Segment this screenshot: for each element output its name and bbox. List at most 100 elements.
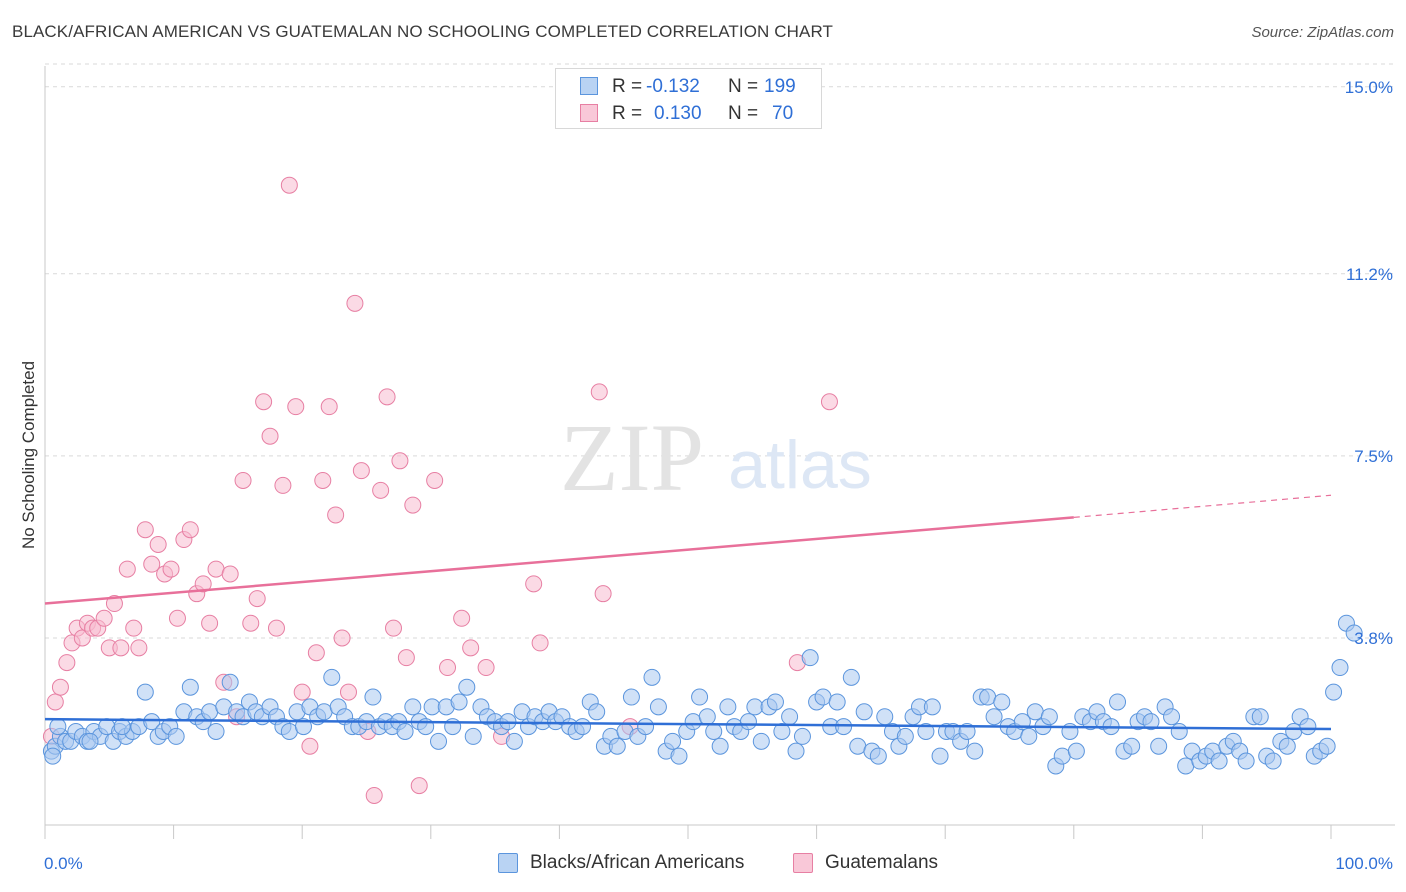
series-label: Guatemalans <box>825 852 939 873</box>
guatemalan-point <box>58 654 76 672</box>
black-point <box>849 737 867 755</box>
black-point <box>181 678 199 696</box>
guatemalan-point <box>125 619 143 637</box>
blue-swatch <box>580 77 598 95</box>
black-point <box>993 693 1011 711</box>
blue-swatch <box>498 853 518 873</box>
black-point <box>221 673 239 691</box>
black-point <box>1285 722 1303 740</box>
black-point <box>684 713 702 731</box>
black-point <box>1053 747 1071 765</box>
guatemalan-point <box>242 614 260 632</box>
black-point <box>1040 708 1058 726</box>
black-point <box>739 713 757 731</box>
black-point <box>622 688 640 706</box>
guatemalan-point <box>201 614 219 632</box>
guatemalan-point <box>255 393 273 411</box>
guatemalan-point <box>339 683 357 701</box>
black-point <box>1264 752 1282 770</box>
axes <box>44 66 1395 839</box>
guatemalan-point <box>391 452 409 470</box>
guatemalan-point <box>162 560 180 578</box>
legend-n-value: 199 <box>764 76 796 97</box>
black-point <box>1109 693 1127 711</box>
guatemalan-point <box>385 619 403 637</box>
black-point <box>1150 737 1168 755</box>
guatemalan-point <box>333 629 351 647</box>
legend-n-value: 70 <box>772 103 794 124</box>
black-point <box>814 688 832 706</box>
guatemalan-point <box>327 506 345 524</box>
guatemalans-points <box>42 176 838 804</box>
guatemalan-point <box>301 737 319 755</box>
black-point <box>1026 703 1044 721</box>
x-tick-label: 100.0% <box>1335 854 1393 873</box>
guatemalan-point <box>477 659 495 677</box>
black-point <box>444 718 462 736</box>
black-point <box>201 703 219 721</box>
black-point <box>917 722 935 740</box>
black-point <box>637 718 655 736</box>
guatemalan-point <box>280 176 298 194</box>
tick-labels: 3.8% 7.5% 11.2% 15.0% 0.0% 100.0% <box>44 78 1393 873</box>
black-point <box>404 698 422 716</box>
y-tick-label: 3.8% <box>1354 629 1393 648</box>
guatemalan-point <box>168 609 186 627</box>
y-tick-label: 15.0% <box>1345 78 1393 97</box>
y-tick-label: 7.5% <box>1354 447 1393 466</box>
y-tick-label: 11.2% <box>1346 265 1393 284</box>
legend-r-value: 0.130 <box>654 103 702 124</box>
black-point <box>787 742 805 760</box>
guatemalans-trend-line <box>44 516 1074 605</box>
guatemalan-point <box>525 575 543 593</box>
x-tick-label: 0.0% <box>44 854 83 873</box>
guatemalan-point <box>453 609 471 627</box>
black-point <box>136 683 154 701</box>
black-point <box>828 693 846 711</box>
legend-n-label: N = <box>728 103 759 124</box>
guatemalan-point <box>372 481 390 499</box>
y-axis-label: No Schooling Completed <box>19 361 38 549</box>
pink-swatch <box>793 853 813 873</box>
black-point <box>1020 727 1038 745</box>
pink-swatch <box>580 104 598 122</box>
black-point <box>49 718 67 736</box>
guatemalan-point <box>307 644 325 662</box>
black-point <box>1210 752 1228 770</box>
black-point <box>649 698 667 716</box>
black-point <box>364 688 382 706</box>
black-point <box>923 698 941 716</box>
black-point <box>1123 737 1141 755</box>
legend-r-value: -0.132 <box>646 76 700 97</box>
guatemalan-point <box>112 639 130 657</box>
guatemalan-point <box>274 476 292 494</box>
blacks-trend-line <box>44 717 1332 731</box>
legend-r-label: R = <box>612 103 643 124</box>
black-point <box>855 703 873 721</box>
guatemalan-point <box>221 565 239 583</box>
guatemalan-point <box>118 560 136 578</box>
guatemalan-point <box>314 471 332 489</box>
guatemalan-point <box>149 535 167 553</box>
guatemalan-point <box>248 590 266 608</box>
black-point <box>207 722 225 740</box>
black-point <box>801 649 819 667</box>
black-point <box>1325 683 1343 701</box>
black-point <box>869 747 887 765</box>
guatemalan-point <box>820 393 838 411</box>
guatemalan-point <box>261 427 279 445</box>
black-point <box>574 718 592 736</box>
black-point <box>931 747 949 765</box>
correlation-legend: R = -0.132 N = 199 R = 0.130 N = 70 <box>555 68 822 129</box>
black-point <box>691 688 709 706</box>
guatemalan-point <box>136 521 154 539</box>
guatemalan-point <box>365 786 383 804</box>
black-point <box>876 708 894 726</box>
legend-n-label: N = <box>728 76 759 97</box>
blacks-points <box>42 614 1363 775</box>
black-point <box>396 722 414 740</box>
guatemalan-point <box>267 619 285 637</box>
black-point <box>294 718 312 736</box>
black-point <box>1170 722 1188 740</box>
